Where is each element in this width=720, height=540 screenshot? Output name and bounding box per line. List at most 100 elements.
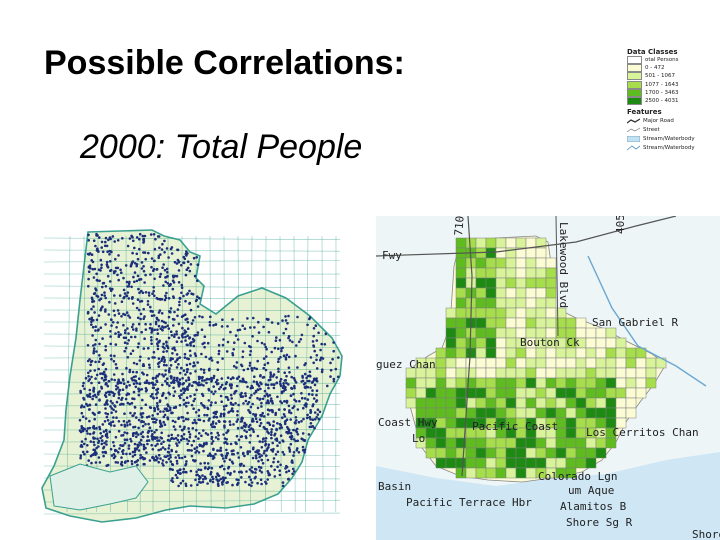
- population-dot: [283, 415, 287, 418]
- population-dot: [228, 420, 232, 423]
- census-tract: [575, 457, 587, 469]
- population-dot: [185, 396, 189, 399]
- population-dot: [147, 294, 151, 297]
- population-dot: [319, 356, 323, 360]
- population-dot: [235, 366, 238, 369]
- population-dot: [124, 329, 127, 332]
- population-dot: [256, 383, 260, 386]
- population-dot: [88, 403, 92, 407]
- population-dot: [86, 394, 89, 397]
- population-dot: [183, 455, 187, 459]
- population-dot: [248, 423, 252, 427]
- population-dot: [166, 416, 169, 419]
- population-dot: [267, 330, 271, 334]
- population-dot: [104, 345, 107, 348]
- population-dot: [187, 439, 191, 443]
- population-dot: [180, 428, 184, 432]
- population-dot: [161, 325, 164, 328]
- population-dot: [226, 376, 230, 379]
- population-dot: [172, 324, 175, 327]
- census-tract: [455, 237, 467, 249]
- census-tract: [605, 367, 617, 379]
- census-tract: [525, 437, 537, 449]
- census-tract: [515, 257, 527, 269]
- population-dot: [194, 299, 198, 303]
- population-dot: [148, 366, 151, 369]
- population-dot: [288, 450, 292, 453]
- population-dot: [337, 356, 340, 359]
- population-dot: [138, 232, 142, 236]
- population-dot: [260, 446, 264, 449]
- population-dot: [165, 247, 169, 250]
- population-dot: [169, 247, 173, 251]
- population-dot: [222, 412, 226, 416]
- population-dot: [101, 250, 105, 254]
- population-dot: [229, 423, 232, 426]
- population-dot: [177, 336, 181, 340]
- population-dot: [88, 432, 92, 436]
- population-dot: [111, 235, 115, 238]
- population-dot: [282, 331, 285, 335]
- population-dot: [105, 244, 109, 248]
- population-dot: [264, 383, 268, 386]
- census-tract: [495, 237, 507, 249]
- census-tract: [475, 267, 487, 279]
- census-tract: [595, 377, 607, 389]
- population-dot: [180, 263, 183, 267]
- census-tract: [515, 297, 527, 309]
- population-dot: [184, 339, 187, 342]
- population-dot: [229, 330, 232, 334]
- population-dot: [110, 407, 114, 410]
- population-dot: [186, 320, 190, 324]
- population-dot: [201, 375, 204, 379]
- population-dot: [113, 448, 117, 452]
- population-dot: [184, 470, 187, 474]
- census-tract: [515, 407, 527, 419]
- population-dot: [157, 256, 160, 260]
- label-shore-right: Shore: [692, 528, 720, 540]
- census-tract: [435, 437, 447, 449]
- population-dot: [182, 467, 186, 471]
- population-dot: [208, 320, 212, 324]
- population-dot: [170, 381, 173, 385]
- census-tract: [545, 457, 557, 469]
- population-dot: [195, 256, 198, 259]
- population-dot: [188, 349, 192, 353]
- population-dot: [79, 391, 82, 394]
- population-dot: [96, 437, 99, 441]
- population-dot: [131, 414, 134, 417]
- population-dot: [176, 476, 179, 479]
- population-dot: [257, 331, 261, 334]
- population-dot: [108, 269, 112, 273]
- population-dot: [182, 255, 186, 259]
- census-tract: [445, 427, 457, 439]
- population-dot: [281, 481, 285, 484]
- population-dot: [159, 421, 162, 424]
- population-dot: [159, 457, 162, 460]
- population-dot: [224, 456, 228, 460]
- census-tract: [495, 277, 507, 289]
- census-tract: [595, 437, 607, 449]
- population-dot: [176, 376, 179, 380]
- population-dot: [236, 338, 240, 341]
- population-dot: [317, 331, 320, 335]
- census-tract: [645, 357, 657, 369]
- population-dot: [92, 412, 96, 416]
- dot-density-map: [41, 229, 343, 523]
- legend-class-row: 501 - 1067: [627, 72, 720, 81]
- population-dot: [233, 470, 236, 473]
- census-tract: [505, 337, 517, 349]
- population-dot: [250, 369, 254, 372]
- census-tract: [445, 447, 457, 459]
- census-tract: [525, 287, 537, 299]
- population-dot: [259, 381, 262, 384]
- population-dot: [297, 451, 301, 454]
- population-dot: [278, 338, 282, 342]
- population-dot: [141, 291, 145, 295]
- legend-unit-swatch: [627, 56, 642, 65]
- population-dot: [248, 364, 252, 367]
- population-dot: [116, 273, 119, 277]
- population-dot: [256, 359, 259, 363]
- census-tract: [485, 327, 497, 339]
- population-dot: [95, 373, 99, 377]
